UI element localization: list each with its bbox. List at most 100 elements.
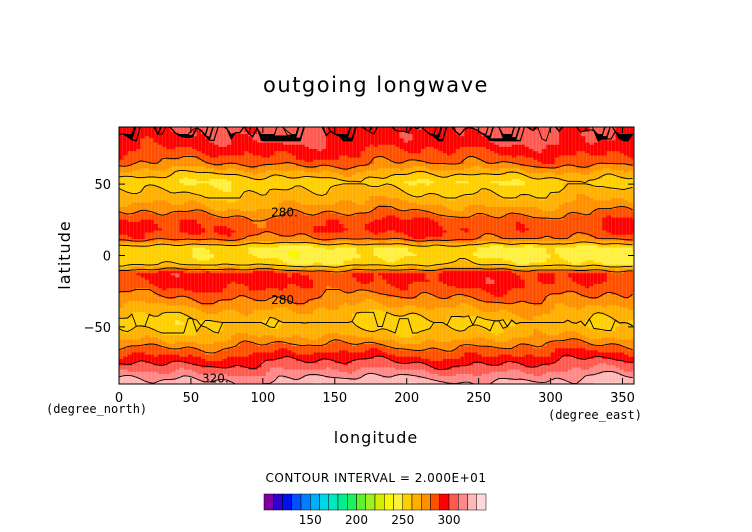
contour-cell	[511, 336, 517, 340]
contour-cell	[231, 313, 237, 317]
contour-cell	[364, 296, 370, 299]
contour-cell	[421, 298, 427, 302]
contour-cell	[339, 364, 345, 368]
contour-cell	[179, 296, 185, 299]
contour-cell	[244, 298, 250, 302]
contour-cell	[623, 328, 629, 332]
contour-cell	[455, 302, 461, 306]
contour-cell	[153, 336, 159, 340]
contour-cell	[330, 296, 336, 299]
contour-cell	[593, 356, 599, 359]
contour-cell	[257, 336, 263, 340]
contour-cell	[201, 317, 206, 321]
contour-cell	[356, 377, 362, 381]
contour-cell	[356, 356, 362, 359]
contour-cell	[537, 313, 543, 317]
contour-cell	[403, 326, 409, 329]
contour-cell	[343, 319, 349, 323]
contour-cell	[533, 343, 539, 347]
contour-cell	[278, 366, 284, 370]
contour-cell	[628, 343, 634, 347]
contour-cell	[412, 362, 418, 366]
contour-cell	[136, 362, 142, 366]
contour-cell	[459, 309, 465, 312]
contour-cell	[412, 349, 418, 353]
contour-cell	[166, 375, 172, 379]
contour-cell	[317, 330, 323, 334]
contour-cell	[373, 339, 379, 342]
contour-cell	[369, 375, 375, 379]
contour-cell	[265, 309, 271, 312]
contour-cell	[494, 379, 500, 383]
contour-cell	[205, 298, 211, 302]
contour-cell	[494, 377, 500, 381]
contour-cell	[606, 324, 612, 327]
contour-cell	[373, 364, 379, 368]
contour-cell	[308, 377, 314, 381]
contour-cell	[248, 334, 254, 338]
contour-cell	[127, 381, 133, 384]
contour-cell	[175, 302, 181, 306]
contour-cell	[593, 302, 599, 306]
contour-cell	[321, 326, 327, 329]
contour-cell	[559, 375, 565, 379]
contour-cell	[446, 326, 452, 329]
contour-cell	[395, 362, 401, 366]
contour-cell	[252, 321, 258, 325]
contour-cell	[593, 345, 599, 349]
contour-cell	[157, 366, 163, 370]
contour-cell	[248, 336, 254, 340]
contour-cell	[192, 362, 198, 366]
contour-cell	[477, 356, 483, 359]
contour-cell	[347, 306, 353, 310]
contour-cell	[231, 358, 237, 362]
contour-cell	[162, 309, 168, 312]
contour-cell	[438, 311, 444, 314]
contour-cell	[503, 341, 509, 344]
contour-cell	[274, 334, 280, 338]
contour-cell	[317, 321, 323, 325]
contour-cell	[610, 321, 616, 325]
contour-cell	[408, 321, 414, 325]
contour-cell	[477, 347, 483, 351]
contour-cell	[528, 326, 534, 329]
contour-cell	[507, 315, 513, 319]
contour-cell	[321, 298, 327, 302]
contour-cell	[464, 309, 470, 312]
contour-cell	[576, 313, 582, 317]
contour-cell	[278, 321, 284, 325]
contour-cell	[459, 332, 465, 336]
contour-cell	[477, 336, 483, 340]
contour-cell	[295, 356, 301, 359]
contour-cell	[403, 339, 409, 342]
contour-cell	[615, 354, 621, 357]
contour-cell	[606, 304, 612, 308]
contour-cell	[576, 362, 582, 366]
contour-cell	[244, 347, 250, 351]
contour-cell	[589, 311, 595, 314]
contour-cell	[425, 309, 431, 312]
contour-cell	[304, 341, 310, 344]
contour-cell	[485, 381, 491, 384]
contour-cell	[201, 309, 206, 312]
contour-cell	[213, 334, 219, 338]
contour-cell	[442, 371, 448, 374]
contour-cell	[218, 300, 224, 304]
contour-cell	[373, 330, 379, 334]
contour-cell	[399, 309, 405, 312]
contour-cell	[598, 332, 603, 336]
contour-cell	[239, 373, 245, 377]
contour-cell	[343, 330, 349, 334]
contour-cell	[416, 381, 422, 384]
contour-cell	[498, 339, 504, 342]
contour-cell	[459, 356, 465, 359]
contour-cell	[282, 354, 288, 357]
contour-cell	[520, 332, 526, 336]
contour-cell	[334, 330, 340, 334]
contour-cell	[244, 349, 250, 353]
contour-cell	[157, 298, 163, 302]
contour-cell	[149, 294, 155, 297]
contour-cell	[162, 343, 168, 347]
contour-cell	[580, 336, 586, 340]
contour-cell	[209, 343, 215, 347]
